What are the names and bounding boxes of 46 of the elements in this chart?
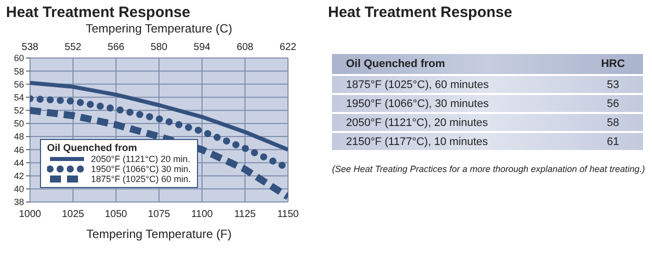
y-tick-label: 52 (14, 106, 24, 116)
text: (See Heat Treating Practices for a more thorough explanation of heat treating.) (332, 164, 646, 174)
data-label: 56 (606, 98, 620, 110)
x-tick-label: 1100 (191, 209, 214, 220)
x-tick-label: 1025 (62, 209, 85, 220)
line-series (30, 80, 288, 152)
y-tick-label: 46 (14, 144, 24, 155)
y-tick-label: 54 (14, 92, 24, 102)
category-label: 2150°F (1177°C), 10 minutes (345, 136, 489, 148)
text: HRC (600, 58, 626, 70)
x2-tick-label: 594 (194, 42, 211, 53)
y-tick-label: 58 (14, 66, 24, 76)
x-axis-title: Tempering Temperature (F) (86, 227, 232, 241)
category-label: 1875°F (1025°C), 60 minutes (345, 78, 490, 90)
chart-title: Heat Treatment Response (6, 4, 190, 21)
data-label: 58 (606, 116, 620, 128)
category-label: 2050°F (1121°C), 20 minutes (345, 116, 489, 128)
legend-label: 1875°F (1025°C) 60 min. (91, 174, 191, 184)
y-tick-label: 44 (14, 158, 24, 168)
x2-tick-label: 580 (150, 42, 168, 53)
y-tick-label: 42 (14, 171, 24, 182)
x2-tick-label: 566 (108, 42, 125, 53)
legend-title: Oil Quenched from (47, 143, 138, 154)
y-tick-label: 40 (14, 184, 24, 194)
data-label: 53 (606, 78, 620, 90)
y-tick-label: 60 (14, 53, 24, 64)
x2-tick-label: 538 (22, 42, 39, 53)
y-tick-label: 56 (14, 79, 24, 90)
y-tick-label: 38 (14, 197, 24, 208)
text: Heat Treatment Response (328, 4, 512, 21)
x2-tick-label: 608 (236, 42, 254, 53)
y-tick-label: 50 (14, 118, 24, 129)
x2-axis-title: Tempering Temperature (C) (86, 22, 232, 36)
x-tick-label: 1000 (18, 209, 42, 220)
x-tick-label: 1050 (104, 209, 128, 220)
x2-tick-label: 622 (280, 42, 297, 53)
x-tick-label: 1075 (148, 209, 171, 220)
legend-label: 2050°F (1121°C) 20 min. (91, 154, 190, 164)
x-tick-label: 1150 (277, 209, 300, 220)
x-tick-label: 1125 (234, 209, 256, 220)
category-label: 1950°F (1066°C), 30 minutes (345, 98, 490, 110)
y-tick-label: 48 (14, 132, 24, 142)
legend-label: 1950°F (1066°C) 30 min. (91, 164, 191, 174)
x2-tick-label: 552 (64, 42, 82, 53)
text: Oil Quenched from (345, 58, 446, 70)
data-label: 61 (606, 136, 620, 148)
